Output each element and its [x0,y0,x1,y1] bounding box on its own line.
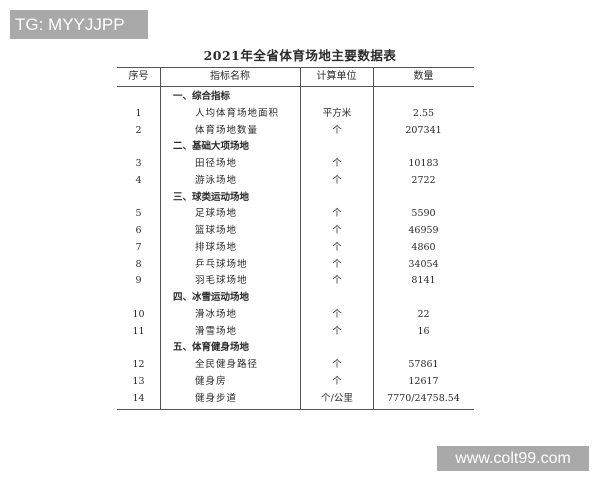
header-divider [117,86,474,87]
table-row: 4 游泳场地 个 2722 [117,173,474,190]
cell-name: 滑冰场地 [195,308,238,320]
header-seq: 序号 [128,71,149,82]
header-quantity: 数量 [413,71,434,82]
cell-seq: 13 [132,375,145,387]
table-row: 7 排球场地 个 4860 [117,240,474,257]
column-divider [373,68,374,409]
cell-seq: 6 [135,225,142,236]
table-row: 13 健身房 个 12617 [117,374,474,391]
table-row: 10 滑冰场地 个 22 [117,307,474,324]
cell-seq: 10 [132,308,145,320]
cell-quantity: 4860 [411,241,436,253]
cell-name: 排球场地 [195,241,238,253]
data-table: 序号 指标名称 计算单位 数量 一、综合指标 1 人均体育场地面积 平方米 2.55 2 体… [117,67,474,410]
watermark-top-left: TG: MYYJJPP [10,10,148,39]
table-row: 5 足球场地 个 5590 [117,206,474,223]
section-row: 四、冰雪运动场地 [117,290,474,307]
cell-name: 健身步道 [195,392,238,404]
cell-seq: 7 [135,241,142,253]
cell-name: 田径场地 [195,158,238,169]
cell-unit: 个 [332,208,342,220]
table-row: 3 田径场地 个 10183 [117,156,474,173]
cell-name: 游泳场地 [195,174,238,186]
cell-quantity: 207341 [405,124,442,136]
cell-quantity: 16 [417,325,430,337]
cell-name: 体育场地数量 [195,124,259,136]
cell-name: 全民健身路径 [195,359,259,370]
table-row: 14 健身步道 个/公里 7770/24758.54 [117,391,474,408]
cell-quantity: 5590 [411,208,436,220]
cell-unit: 个 [332,241,342,253]
section-row: 五、体育健身场地 [117,340,474,357]
cell-seq: 4 [135,174,142,186]
section-heading: 五、体育健身场地 [173,342,250,354]
cell-seq: 11 [132,325,145,337]
cell-seq: 12 [132,359,145,370]
cell-quantity: 46959 [408,225,439,236]
table-row: 1 人均体育场地面积 平方米 2.55 [117,106,474,123]
table-title: 2021年全省体育场地主要数据表 [203,48,397,63]
cell-unit: 个/公里 [321,392,353,404]
table-row: 12 全民健身路径 个 57861 [117,357,474,374]
cell-unit: 个 [332,375,342,387]
header-name: 指标名称 [210,71,250,82]
cell-seq: 3 [135,158,142,169]
section-row: 一、综合指标 [117,89,474,106]
cell-seq: 14 [132,392,145,404]
cell-unit: 个 [332,359,342,370]
cell-name: 滑雪场地 [195,325,238,337]
section-row: 三、球类运动场地 [117,190,474,207]
cell-unit: 个 [332,124,342,136]
cell-seq: 2 [135,124,142,136]
table-row: 2 体育场地数量 个 207341 [117,123,474,140]
cell-quantity: 22 [417,308,430,320]
cell-unit: 个 [332,258,342,270]
section-heading: 一、综合指标 [173,91,231,102]
section-heading: 二、基础大项场地 [173,141,250,153]
column-divider [300,68,301,409]
cell-quantity: 2.55 [412,107,435,119]
table-row: 8 乒乓球场地 个 34054 [117,257,474,274]
cell-seq: 9 [135,275,142,287]
cell-unit: 个 [332,158,342,169]
section-row: 二、基础大项场地 [117,139,474,156]
cell-seq: 5 [135,208,142,220]
cell-name: 羽毛球场地 [195,275,248,287]
table-row: 6 篮球场地 个 46959 [117,223,474,240]
cell-quantity: 57861 [408,359,439,370]
cell-quantity: 8141 [411,275,436,287]
cell-quantity: 2722 [411,174,436,186]
cell-unit: 个 [332,325,342,337]
cell-name: 人均体育场地面积 [195,107,280,119]
cell-seq: 1 [135,107,142,119]
cell-name: 篮球场地 [195,225,238,236]
watermark-bottom-right: www.colt99.com [437,446,589,471]
cell-quantity: 34054 [408,258,439,270]
cell-name: 乒乓球场地 [195,258,248,270]
header-unit: 计算单位 [316,71,357,82]
cell-unit: 平方米 [322,107,352,119]
cell-quantity: 10183 [408,158,439,169]
table-row: 11 滑雪场地 个 16 [117,324,474,341]
cell-seq: 8 [135,258,142,270]
cell-unit: 个 [332,174,342,186]
cell-unit: 个 [332,225,342,236]
cell-unit: 个 [332,275,342,287]
cell-unit: 个 [332,308,342,320]
section-heading: 四、冰雪运动场地 [173,292,250,303]
cell-name: 健身房 [195,375,227,387]
table-row: 9 羽毛球场地 个 8141 [117,273,474,290]
cell-quantity: 12617 [408,375,439,387]
cell-name: 足球场地 [195,208,238,220]
section-heading: 三、球类运动场地 [173,191,250,203]
cell-quantity: 7770/24758.54 [387,392,460,404]
column-divider [160,68,161,409]
